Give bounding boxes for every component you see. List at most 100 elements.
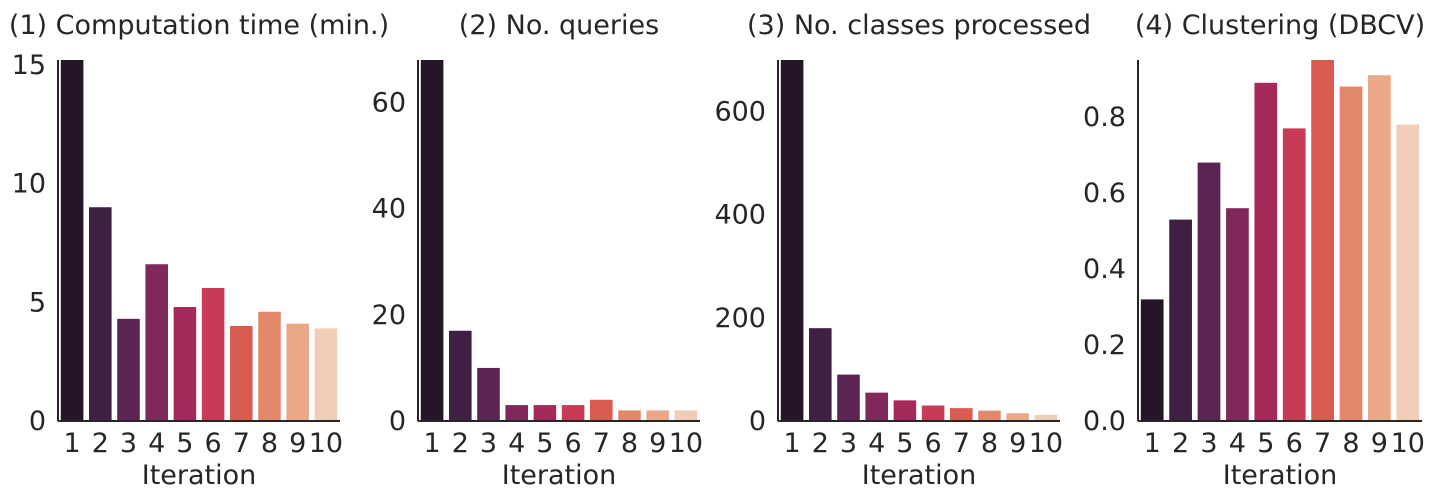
y-tick-label: 0 [29,406,46,437]
bar-3 [837,374,860,421]
bar-4 [505,405,528,421]
bar-1 [780,60,804,421]
bar-3 [477,367,500,421]
x-tick-label: 10 [309,428,343,459]
x-tick-label: 1 [64,428,81,459]
bar-9 [1006,413,1029,421]
bar-7 [1311,60,1334,421]
x-tick-label: 6 [205,428,222,459]
x-tick-label: 10 [1391,428,1425,459]
x-tick-label: 1 [424,428,441,459]
chart-title: (1) Computation time (min.) [9,10,389,41]
y-tick-label: 0.2 [1083,330,1126,361]
x-tick-label: 9 [1371,428,1388,459]
x-tick-label: 2 [452,428,469,459]
bar-1 [60,60,84,421]
bar-6 [201,288,225,421]
x-tick-label: 4 [508,428,525,459]
x-tick-label: 6 [925,428,942,459]
bar-10 [314,328,338,421]
y-tick-label: 10 [12,169,46,200]
x-tick-label: 2 [92,428,109,459]
bar-9 [646,410,669,421]
x-tick-label: 3 [1200,428,1217,459]
y-tick-label: 600 [714,97,766,128]
y-tick-label: 40 [372,194,406,225]
bar-2 [449,330,472,421]
bar-6 [921,405,945,421]
chart-title: (4) Clustering (DBCV) [1135,10,1425,41]
y-tick-label: 60 [372,87,406,118]
bar-4 [865,392,888,421]
bar-5 [533,405,557,421]
bar-2 [89,207,112,421]
y-tick-label: 0 [389,406,406,437]
bar-3 [1197,162,1221,421]
x-tick-label: 4 [148,428,165,459]
bar-6 [1282,128,1306,421]
x-tick-label: 6 [565,428,582,459]
bar-7 [950,408,973,421]
y-tick-label: 0 [749,406,766,437]
bar-7 [590,399,613,421]
x-tick-label: 4 [1229,428,1246,459]
bar-1 [1140,299,1164,421]
x-tick-label: 9 [649,428,666,459]
bar-10 [1034,414,1058,421]
x-tick-label: 3 [840,428,857,459]
x-axis-label: Iteration [1223,460,1338,491]
bar-4 [145,264,168,421]
y-tick-label: 0.6 [1083,178,1126,209]
bar-8 [618,410,641,421]
y-tick-label: 400 [714,200,766,231]
y-tick-label: 0.4 [1083,254,1126,285]
y-tick-label: 0.8 [1083,102,1126,133]
bar-8 [258,311,281,421]
x-axis-label: Iteration [142,460,257,491]
x-tick-label: 6 [1286,428,1303,459]
x-axis-label: Iteration [502,460,617,491]
bar-2 [809,328,832,421]
x-tick-label: 5 [1257,428,1274,459]
y-tick-label: 20 [372,300,406,331]
x-tick-label: 10 [669,428,703,459]
y-tick-label: 0.0 [1083,406,1126,437]
bar-10 [674,410,698,421]
x-tick-label: 7 [1314,428,1331,459]
bar-10 [1396,124,1420,421]
x-tick-label: 2 [1172,428,1189,459]
x-tick-label: 7 [953,428,970,459]
y-tick-label: 5 [29,287,46,318]
bar-7 [230,326,253,421]
y-tick-label: 200 [714,303,766,334]
bar-9 [1368,75,1391,421]
chart-title: (3) No. classes processed [747,10,1091,41]
x-tick-label: 10 [1029,428,1063,459]
x-tick-label: 5 [536,428,553,459]
x-tick-label: 9 [1009,428,1026,459]
bar-4 [1226,208,1249,421]
x-tick-label: 5 [896,428,913,459]
x-tick-label: 5 [176,428,193,459]
x-tick-label: 4 [868,428,885,459]
x-tick-label: 3 [120,428,137,459]
x-tick-label: 2 [812,428,829,459]
bar-9 [286,323,309,421]
x-tick-label: 3 [480,428,497,459]
bar-6 [561,405,585,421]
bar-1 [420,60,444,421]
bar-5 [173,307,197,421]
bar-8 [978,410,1001,421]
x-tick-label: 8 [1342,428,1359,459]
x-tick-label: 8 [621,428,638,459]
chart-title: (2) No. queries [459,10,659,41]
bar-3 [117,318,140,421]
x-tick-label: 1 [784,428,801,459]
y-tick-label: 15 [12,50,46,81]
bar-5 [1254,82,1278,422]
x-tick-label: 7 [233,428,250,459]
x-tick-label: 9 [289,428,306,459]
x-tick-label: 7 [593,428,610,459]
bar-2 [1169,219,1192,421]
